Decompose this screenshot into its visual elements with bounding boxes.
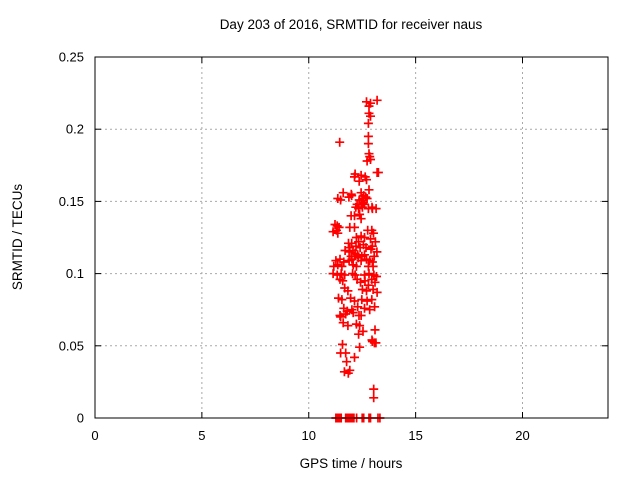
x-tick-label: 20 — [515, 428, 529, 443]
scatter-markers — [328, 95, 385, 423]
y-tick-label: 0.25 — [59, 50, 84, 65]
y-tick-label: 0.1 — [66, 266, 84, 281]
y-axis-label: SRMTID / TECUs — [10, 184, 25, 291]
chart-title: Day 203 of 2016, SRMTID for receiver nau… — [220, 17, 483, 32]
x-tick-label: 5 — [198, 428, 205, 443]
x-axis-label: GPS time / hours — [300, 456, 403, 471]
y-tick-label: 0.2 — [66, 122, 84, 137]
plot-border — [94, 56, 609, 419]
axis-ticks — [94, 56, 608, 419]
x-tick-label: 15 — [408, 428, 422, 443]
y-tick-label: 0.05 — [59, 338, 84, 353]
x-tick-label: 0 — [91, 428, 98, 443]
x-tick-labels: 0 5 10 15 20 — [91, 428, 529, 443]
y-tick-label: 0 — [77, 411, 84, 426]
grid-lines — [95, 57, 608, 418]
x-tick-label: 10 — [302, 428, 316, 443]
y-tick-labels: 0 0.05 0.1 0.15 0.2 0.25 — [59, 50, 84, 426]
y-tick-label: 0.15 — [59, 194, 84, 209]
data-points — [328, 95, 385, 423]
